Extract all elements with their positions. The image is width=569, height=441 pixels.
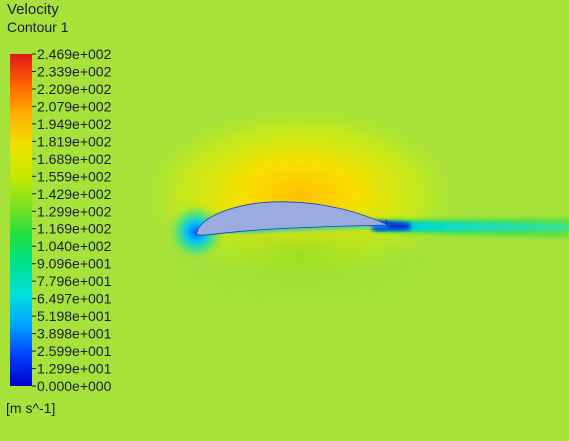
colorbar-tick-label: 1.689e+002 — [37, 151, 112, 167]
colorbar-tick-label: 1.949e+002 — [37, 116, 112, 132]
colorbar-tick-label: 2.209e+002 — [37, 81, 112, 97]
colorbar-tick-label: 2.079e+002 — [37, 98, 112, 114]
colorbar-tick-label: 6.497e+001 — [37, 291, 112, 307]
colorbar-tick-label: 1.559e+002 — [37, 168, 112, 184]
chart-subtitle: Contour 1 — [7, 19, 69, 35]
colorbar-tick-label: 1.040e+002 — [37, 238, 112, 254]
colorbar-tick-label: 2.339e+002 — [37, 63, 112, 79]
colorbar-tick-label: 0.000e+000 — [37, 378, 112, 394]
colorbar-tick-label: 9.096e+001 — [37, 256, 112, 272]
colorbar-fill — [10, 54, 32, 386]
colorbar-tick-label: 7.796e+001 — [37, 273, 112, 289]
colorbar-tick-label: 1.819e+002 — [37, 133, 112, 149]
colorbar-tick-label: 1.169e+002 — [37, 221, 112, 237]
airfoil-shape — [196, 201, 389, 236]
colorbar-units-label: [m s^-1] — [6, 400, 56, 416]
colorbar-tick-label: 3.898e+001 — [37, 326, 112, 342]
chart-title: Velocity — [7, 1, 59, 18]
colorbar-tick-label: 1.429e+002 — [37, 186, 112, 202]
colorbar-tick-label: 1.299e+002 — [37, 203, 112, 219]
colorbar-tick-label: 5.198e+001 — [37, 308, 112, 324]
airfoil-edge-outline — [385, 219, 389, 226]
colorbar-tick-label: 2.599e+001 — [37, 343, 112, 359]
wake-core — [378, 222, 569, 231]
colorbar-tick-label: 1.299e+001 — [37, 361, 112, 377]
colorbar-tick-label: 2.469e+002 — [37, 46, 112, 62]
